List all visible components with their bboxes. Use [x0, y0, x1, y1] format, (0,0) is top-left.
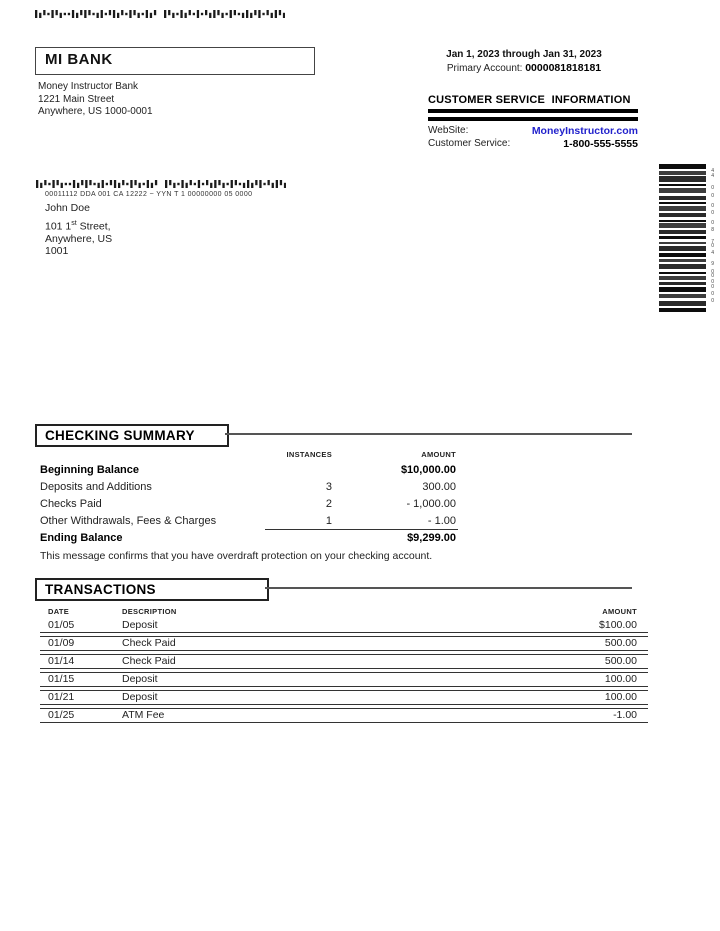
- checking-summary-table: Beginning Balance $10,000.00 Deposits an…: [0, 462, 720, 547]
- transaction-description: Check Paid: [122, 637, 176, 649]
- summary-row-amount: $9,299.00: [407, 532, 456, 544]
- column-header-amount: AMOUNT: [602, 607, 637, 616]
- statement-period-block: Jan 1, 2023 through Jan 31, 2023 Primary…: [414, 49, 634, 74]
- website-link[interactable]: MoneyInstructor.com: [531, 125, 638, 137]
- summary-row: Beginning Balance $10,000.00: [0, 462, 720, 479]
- bank-address-line: 1221 Main Street: [38, 93, 115, 105]
- transaction-date: 01/09: [48, 637, 75, 649]
- summary-row: Deposits and Additions 3 300.00: [0, 479, 720, 496]
- mail-code-line: 00011112 DDA 001 CA 12222 ~ YYN T 1 0000…: [45, 191, 253, 198]
- section-rule: [265, 587, 632, 589]
- recipient-address-line1: 101 1st Street,: [45, 220, 111, 233]
- primary-account-label: Primary Account:: [446, 63, 526, 74]
- transaction-row: 01/05 Deposit $100.00: [40, 619, 648, 633]
- mail-barcode-top-icon: [35, 10, 285, 18]
- transaction-row: 01/25 ATM Fee -1.00: [40, 708, 648, 723]
- transaction-row: 01/21 Deposit 100.00: [40, 690, 648, 705]
- customer-service-title: CUSTOMER SERVICE INFORMATION: [428, 94, 631, 106]
- summary-row-label: Checks Paid: [40, 498, 102, 510]
- bank-address-line: Money Instructor Bank: [38, 81, 139, 92]
- transaction-row: 01/15 Deposit 100.00: [40, 672, 648, 687]
- statement-period: Jan 1, 2023 through Jan 31, 2023: [446, 49, 602, 60]
- phone-row: Customer Service: 1-800-555-5555: [428, 138, 638, 150]
- phone-value: 1-800-555-5555: [563, 138, 638, 150]
- summary-row-label: Ending Balance: [40, 532, 123, 544]
- phone-label: Customer Service:: [428, 138, 511, 149]
- transaction-amount: 500.00: [604, 637, 637, 649]
- primary-account-number: 0000081818181: [525, 62, 602, 74]
- transactions-table: 01/05 Deposit $100.00 01/09 Check Paid 5…: [40, 619, 648, 723]
- bank-name: MI BANK: [45, 51, 113, 68]
- transaction-date: 01/05: [48, 619, 75, 631]
- bank-name-box: MI BANK: [35, 47, 315, 75]
- summary-row-amount: - 1.00: [427, 515, 456, 527]
- transaction-description: Deposit: [122, 673, 158, 685]
- website-row: WebSite: MoneyInstructor.com: [428, 125, 638, 137]
- column-header-description: DESCRIPTION: [122, 607, 177, 616]
- transaction-date: 01/21: [48, 691, 75, 703]
- summary-row-instances: 1: [325, 515, 332, 527]
- transaction-description: Deposit: [122, 619, 158, 631]
- transactions-title: TRANSACTIONS: [45, 582, 156, 597]
- customer-service-block: CUSTOMER SERVICE INFORMATION WebSite: Mo…: [428, 94, 638, 150]
- recipient-address-line3: 1001: [45, 245, 69, 257]
- transaction-amount: 100.00: [604, 691, 637, 703]
- checking-summary-header: CHECKING SUMMARY: [35, 424, 229, 447]
- summary-row-amount: $10,000.00: [400, 464, 456, 476]
- recipient-name: John Doe: [45, 202, 90, 214]
- mail-barcode-icon: [36, 180, 286, 188]
- summary-row: Ending Balance $9,299.00: [0, 530, 720, 547]
- checking-summary-title: CHECKING SUMMARY: [45, 428, 195, 443]
- transaction-amount: $100.00: [599, 619, 637, 631]
- summary-row-label: Beginning Balance: [40, 464, 140, 476]
- transaction-date: 01/25: [48, 709, 75, 721]
- summary-row: Other Withdrawals, Fees & Charges 1 - 1.…: [0, 513, 720, 530]
- summary-row-label: Deposits and Additions: [40, 481, 152, 493]
- transaction-amount: -1.00: [613, 709, 637, 721]
- column-header-amount: AMOUNT: [421, 450, 456, 459]
- transaction-date: 01/14: [48, 655, 75, 667]
- bank-address: Money Instructor Bank 1221 Main Street A…: [38, 81, 153, 119]
- divider-bar: [428, 117, 638, 121]
- transaction-amount: 500.00: [604, 655, 637, 667]
- transactions-header: TRANSACTIONS: [35, 578, 269, 601]
- transaction-description: ATM Fee: [122, 709, 165, 721]
- section-rule: [225, 433, 632, 435]
- summary-row-instances: 3: [325, 481, 332, 493]
- bank-address-line: Anywhere, US 1000-0001: [38, 106, 153, 117]
- transaction-amount: 100.00: [604, 673, 637, 685]
- transaction-row: 01/14 Check Paid 500.00: [40, 654, 648, 669]
- website-label: WebSite:: [428, 125, 469, 136]
- transaction-row: 01/09 Check Paid 500.00: [40, 636, 648, 651]
- transaction-description: Check Paid: [122, 655, 176, 667]
- summary-row-instances: 2: [325, 498, 332, 510]
- transaction-description: Deposit: [122, 691, 158, 703]
- summary-row-label: Other Withdrawals, Fees & Charges: [40, 515, 217, 527]
- column-header-date: DATE: [48, 607, 70, 616]
- summary-row: Checks Paid 2 - 1,000.00: [0, 496, 720, 513]
- overdraft-note: This message confirms that you have over…: [40, 550, 433, 562]
- column-header-instances: INSTANCES: [286, 450, 332, 459]
- primary-account-line: Primary Account: 0000081818181: [414, 62, 634, 74]
- recipient-address-line2: Anywhere, US: [45, 233, 113, 245]
- summary-row-amount: - 1,000.00: [406, 498, 456, 510]
- divider-bar: [428, 109, 638, 113]
- summary-row-amount: 300.00: [422, 481, 456, 493]
- transaction-date: 01/15: [48, 673, 75, 685]
